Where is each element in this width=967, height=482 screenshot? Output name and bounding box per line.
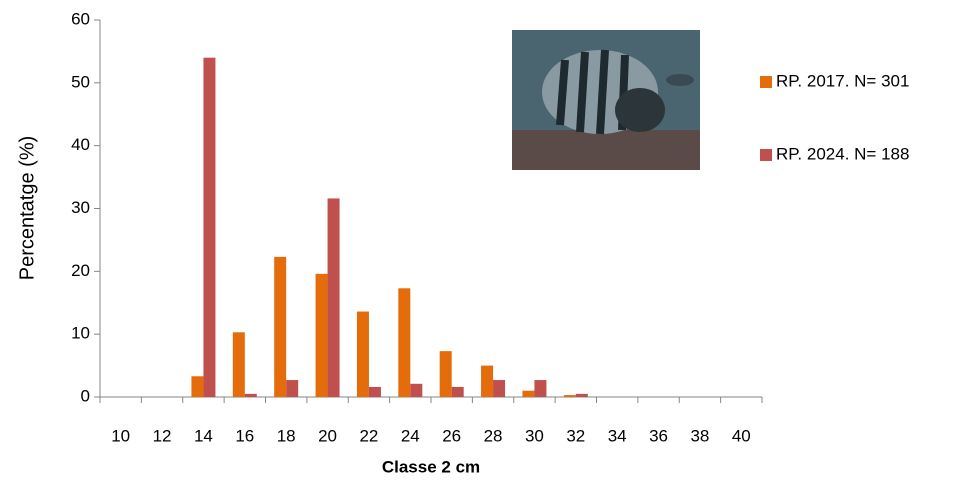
bar xyxy=(564,395,576,397)
photo xyxy=(512,30,700,170)
bar xyxy=(481,366,493,397)
x-tick-label: 38 xyxy=(690,426,709,445)
bar xyxy=(576,394,588,397)
bar xyxy=(357,312,369,397)
bar xyxy=(203,58,215,397)
bar xyxy=(493,380,505,397)
legend-label: RP. 2017. N= 301 xyxy=(776,71,909,90)
x-tick-label: 26 xyxy=(442,426,461,445)
x-tick-label: 24 xyxy=(401,426,420,445)
x-tick-label: 12 xyxy=(153,426,172,445)
x-tick-label: 10 xyxy=(111,426,130,445)
y-tick-label: 30 xyxy=(71,198,90,217)
bar xyxy=(369,387,381,397)
legend-swatch xyxy=(760,149,772,161)
x-tick-label: 32 xyxy=(566,426,585,445)
x-tick-label: 40 xyxy=(732,426,751,445)
x-tick-label: 30 xyxy=(525,426,544,445)
bar xyxy=(398,288,410,397)
x-tick-label: 28 xyxy=(484,426,503,445)
y-tick-label: 40 xyxy=(71,135,90,154)
x-tick-label: 36 xyxy=(649,426,668,445)
bar xyxy=(191,376,203,397)
y-tick-label: 50 xyxy=(71,72,90,91)
bar xyxy=(534,380,546,397)
y-axis-label: Percentatge (%) xyxy=(16,136,38,281)
y-tick-label: 60 xyxy=(71,9,90,28)
legend-label: RP. 2024. N= 188 xyxy=(776,144,909,163)
x-tick-label: 16 xyxy=(235,426,254,445)
x-tick-label: 22 xyxy=(359,426,378,445)
bar xyxy=(316,274,328,397)
bar xyxy=(233,332,245,397)
bar xyxy=(522,391,534,397)
bar xyxy=(245,394,257,397)
x-tick-label: 34 xyxy=(608,426,627,445)
legend-swatch xyxy=(760,76,772,88)
y-tick-label: 0 xyxy=(81,386,90,405)
chart: Percentatge (%) Classe 2 cm 0 10 20 30 40 50 6… xyxy=(0,0,967,482)
y-tick-label: 20 xyxy=(71,261,90,280)
bar xyxy=(328,198,340,397)
bar xyxy=(274,257,286,397)
x-tick-label: 14 xyxy=(194,426,213,445)
bar xyxy=(410,384,422,397)
bar xyxy=(286,380,298,397)
bar xyxy=(440,351,452,397)
x-axis-label: Classe 2 cm xyxy=(382,457,480,476)
y-tick-label: 10 xyxy=(71,324,90,343)
x-tick-label: 20 xyxy=(318,426,337,445)
bar xyxy=(452,387,464,397)
x-tick-label: 18 xyxy=(277,426,296,445)
